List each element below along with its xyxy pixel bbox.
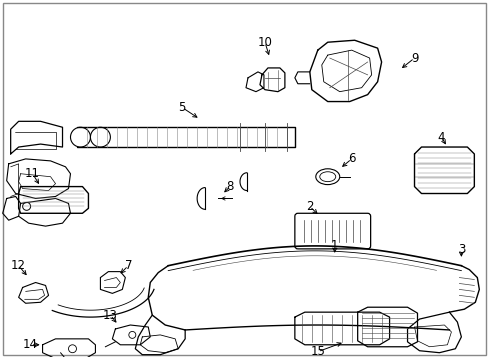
- Text: 2: 2: [305, 200, 313, 213]
- Text: 13: 13: [103, 309, 118, 321]
- Text: 3: 3: [457, 243, 464, 256]
- Text: 9: 9: [410, 51, 417, 64]
- Text: 8: 8: [226, 180, 233, 193]
- Text: 5: 5: [178, 101, 185, 114]
- Text: 15: 15: [310, 345, 325, 358]
- Text: 6: 6: [347, 152, 355, 165]
- Text: 7: 7: [124, 259, 132, 272]
- Text: 11: 11: [25, 167, 40, 180]
- Text: 12: 12: [11, 259, 26, 272]
- Text: 10: 10: [257, 36, 272, 49]
- Text: 14: 14: [23, 338, 38, 351]
- Text: 4: 4: [437, 131, 444, 144]
- Text: 1: 1: [330, 239, 338, 252]
